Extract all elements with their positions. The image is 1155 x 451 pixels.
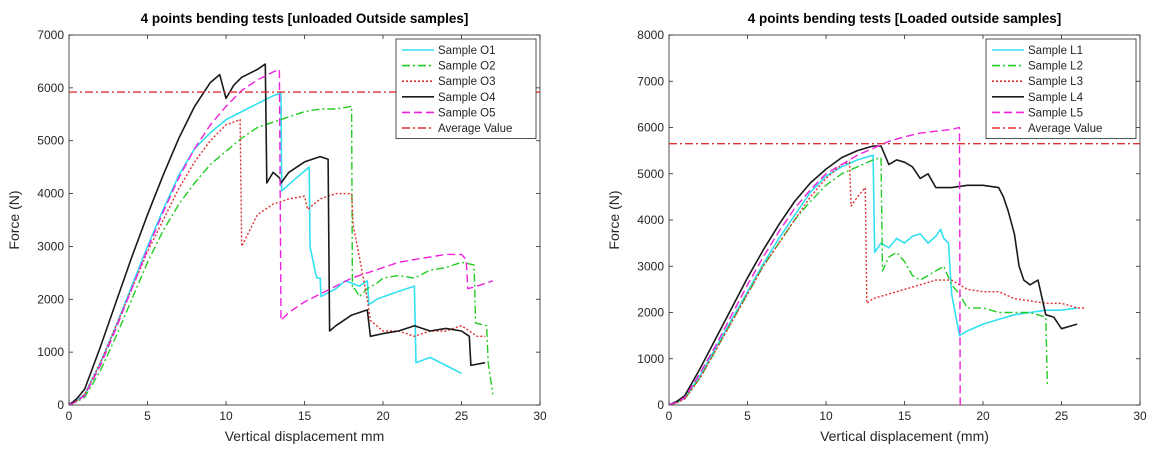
y-tick-label: 8000 bbox=[637, 28, 664, 42]
x-tick-label: 15 bbox=[898, 409, 912, 423]
chart-loaded-outside: 0 5 10 15 20 25 30 0 1000 2000 3000 4000 5000 6000 700… bbox=[606, 11, 1147, 444]
legend-label: Sample O2 bbox=[438, 61, 496, 73]
chart-title: 4 points bending tests [Loaded outside s… bbox=[748, 11, 1062, 26]
series-group bbox=[669, 126, 1140, 405]
legend-label: Sample O4 bbox=[438, 92, 496, 104]
legend: Sample L1 Sample L2 Sample L3 Sample L4 Samp… bbox=[985, 38, 1137, 139]
y-tick-label: 1000 bbox=[637, 352, 664, 366]
y-tick-label: 5000 bbox=[637, 167, 664, 181]
x-axis-label: Vertical displacement mm bbox=[225, 428, 385, 444]
x-tick-label: 20 bbox=[976, 409, 990, 423]
series-line-sample-o2 bbox=[69, 105, 494, 405]
y-tick-label: 2000 bbox=[637, 306, 664, 320]
x-tick-label: 25 bbox=[1055, 409, 1069, 423]
x-tick-label: 10 bbox=[819, 409, 833, 423]
x-tick-label: 30 bbox=[1133, 409, 1147, 423]
series-group bbox=[69, 63, 540, 405]
x-tick-label: 0 bbox=[666, 409, 673, 423]
series-line-sample-l2 bbox=[669, 156, 1049, 405]
x-tick-label: 0 bbox=[66, 409, 73, 423]
legend-label: Sample L1 bbox=[1028, 45, 1083, 57]
x-tick-label: 15 bbox=[298, 409, 312, 423]
legend-label: Sample O1 bbox=[438, 45, 496, 57]
x-axis-label: Vertical displacement (mm) bbox=[820, 428, 989, 444]
legend-label: Average Value bbox=[438, 123, 512, 135]
y-tick-label: 4000 bbox=[37, 187, 64, 201]
x-tick-label: 30 bbox=[533, 409, 547, 423]
y-tick-label: 6000 bbox=[637, 121, 664, 135]
series-line-sample-o4 bbox=[69, 63, 486, 405]
legend-label: Sample L2 bbox=[1028, 61, 1083, 73]
y-axis-label: Force (N) bbox=[606, 190, 622, 249]
chart-title: 4 points bending tests [unloaded Outside… bbox=[141, 11, 469, 26]
y-tick-label: 6000 bbox=[37, 81, 64, 95]
series-line-sample-l3 bbox=[669, 161, 1085, 405]
legend-box bbox=[985, 38, 1137, 139]
y-tick-label: 5000 bbox=[37, 134, 64, 148]
legend-label: Sample L3 bbox=[1028, 76, 1083, 88]
series-line-sample-l5 bbox=[669, 126, 961, 405]
x-tick-label: 25 bbox=[455, 409, 469, 423]
y-tick-label: 0 bbox=[57, 398, 64, 412]
y-tick-label: 1000 bbox=[37, 345, 64, 359]
y-tick-label: 4000 bbox=[637, 213, 664, 227]
x-tick-label: 5 bbox=[744, 409, 751, 423]
y-tick-label: 3000 bbox=[637, 259, 664, 273]
y-tick-label: 3000 bbox=[37, 239, 64, 253]
series-line-sample-l4 bbox=[669, 145, 1078, 405]
series-line-sample-o5 bbox=[69, 68, 494, 405]
y-tick-label: 7000 bbox=[37, 28, 64, 42]
legend-label: Sample L5 bbox=[1028, 107, 1083, 119]
series-line-sample-o1 bbox=[69, 92, 462, 405]
chart-unloaded-outside: 0 5 10 15 20 25 30 0 1000 2000 3000 4000 5000 6000 700… bbox=[6, 11, 547, 444]
x-tick-label: 20 bbox=[376, 409, 390, 423]
y-tick-label: 2000 bbox=[37, 292, 64, 306]
legend: Sample O1 Sample O2 Sample O3 Sample O4 Samp… bbox=[395, 38, 537, 139]
y-axis-label: Force (N) bbox=[6, 190, 22, 249]
series-line-sample-l1 bbox=[669, 154, 1078, 405]
legend-label: Average Value bbox=[1028, 123, 1102, 135]
y-tick-label: 7000 bbox=[637, 74, 664, 88]
legend-label: Sample L4 bbox=[1028, 92, 1084, 104]
x-tick-label: 10 bbox=[219, 409, 233, 423]
legend-label: Sample O3 bbox=[438, 76, 496, 88]
legend-label: Sample O5 bbox=[438, 107, 496, 119]
x-tick-label: 5 bbox=[144, 409, 151, 423]
legend-box bbox=[395, 38, 537, 139]
y-tick-label: 0 bbox=[657, 398, 664, 412]
